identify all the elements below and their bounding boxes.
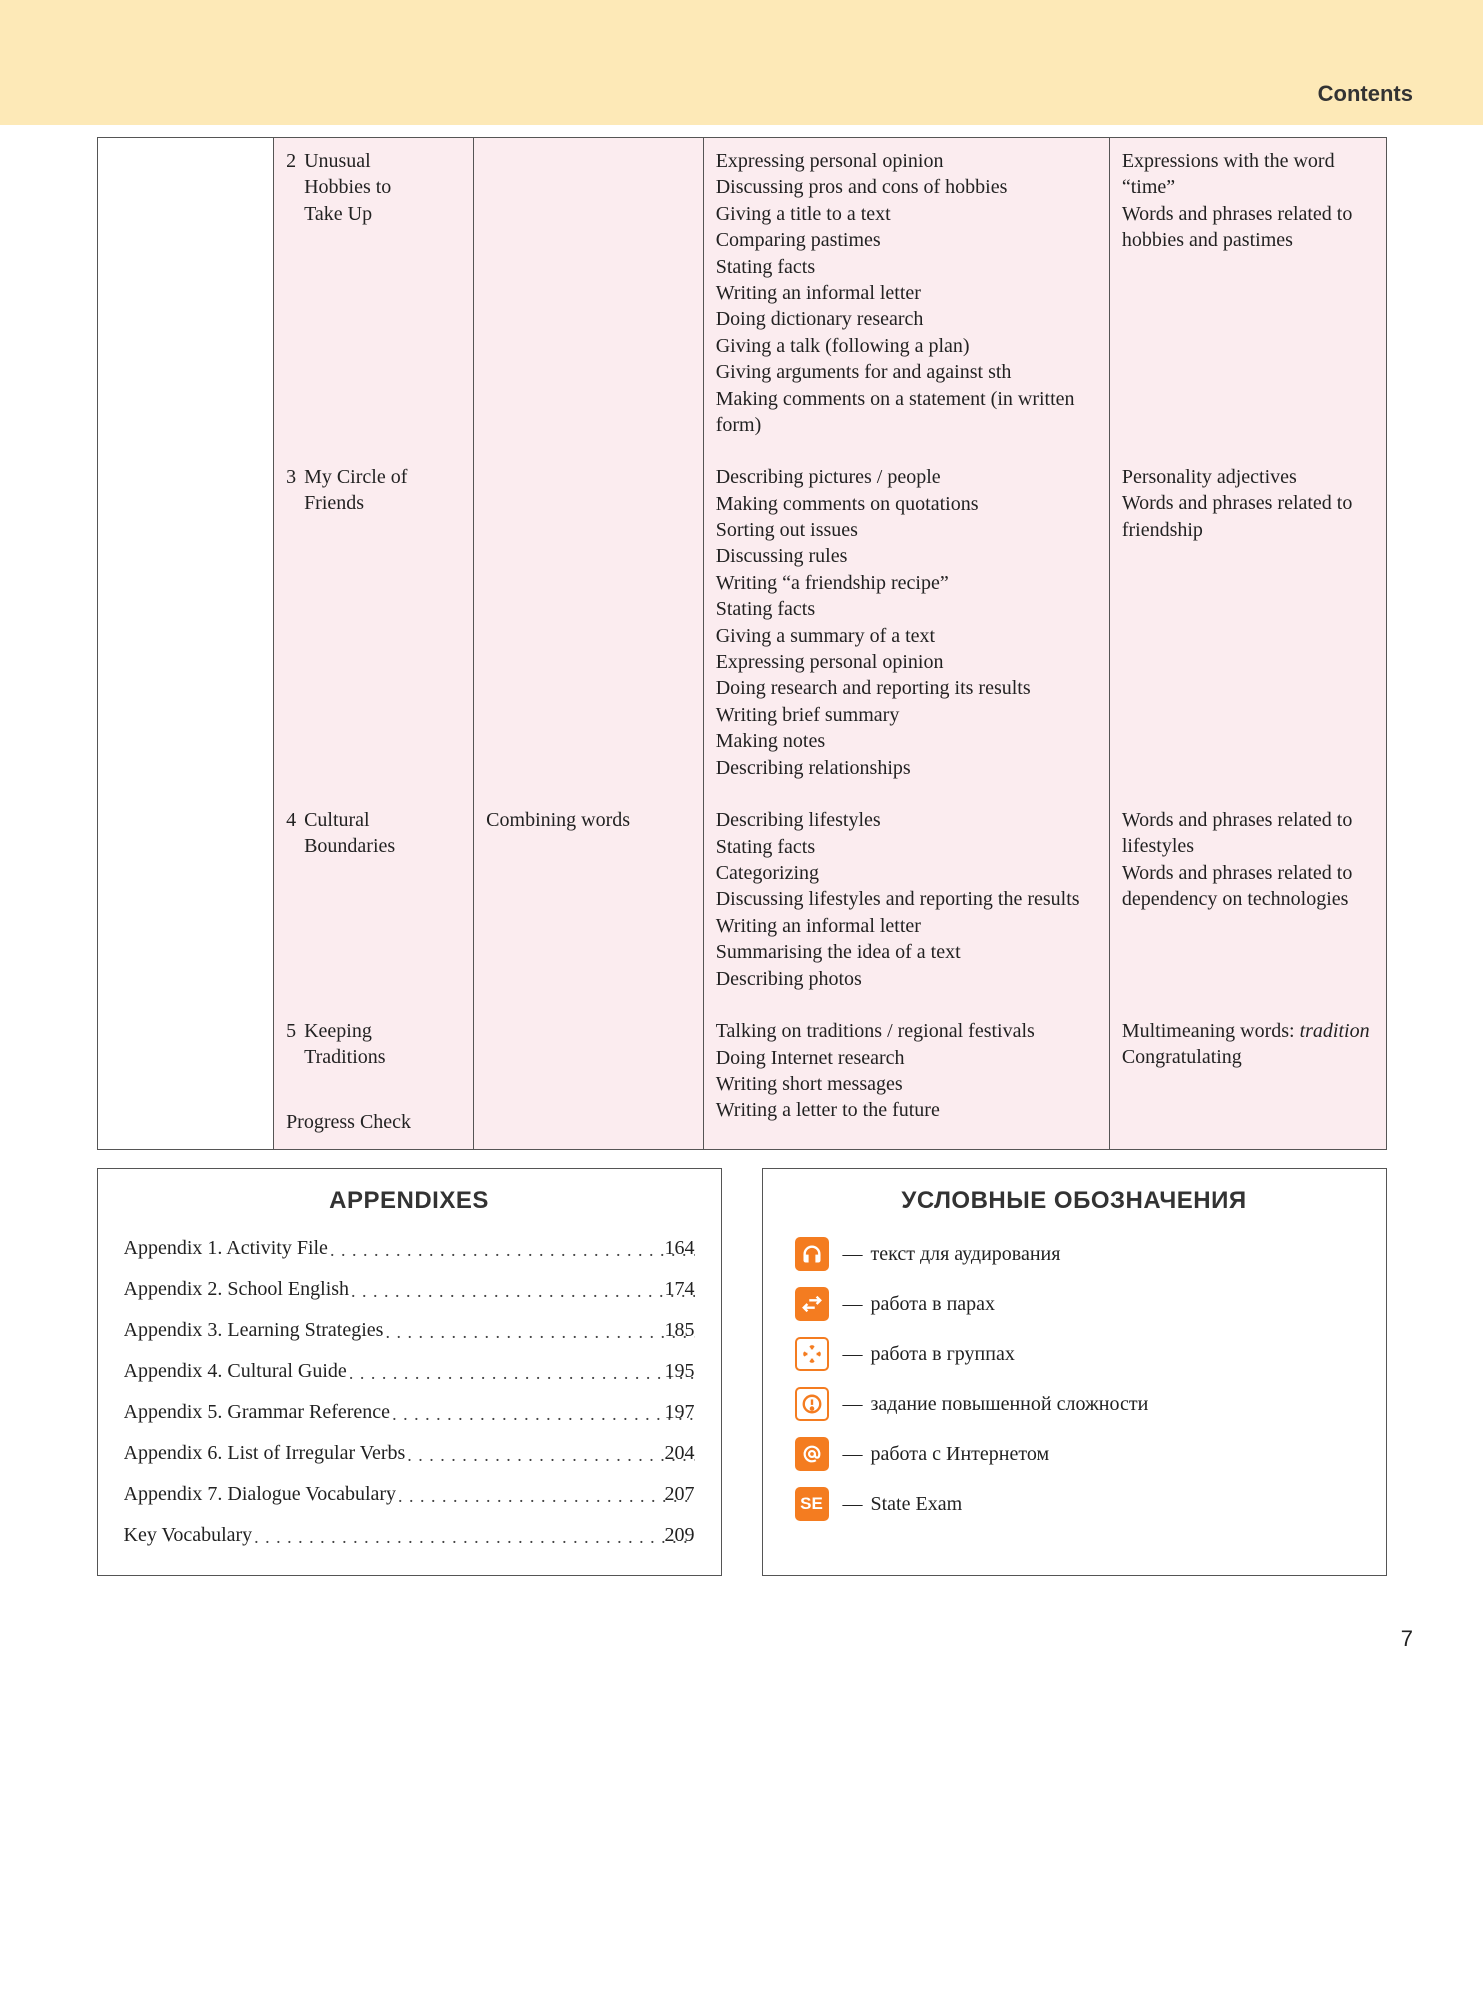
table-col3-grammar: Combining words <box>474 138 704 1150</box>
unit-skills-cell: Describing pictures / peopleMaking comme… <box>716 464 1097 781</box>
legend-dash: — <box>843 1493 863 1516</box>
header-band: Contents <box>0 0 1483 125</box>
legend-dash: — <box>843 1393 863 1416</box>
arrows-pair-icon <box>795 1287 829 1321</box>
arrows-group-icon <box>795 1337 829 1371</box>
appendixes-title: APPENDIXES <box>98 1169 721 1237</box>
unit-grammar-cell <box>486 1018 691 1135</box>
se-icon: SE <box>795 1487 829 1521</box>
legend-label: текст для аудирования <box>871 1243 1061 1266</box>
legend-row: SE — State Exam <box>795 1487 1360 1521</box>
unit-skills-cell: Describing lifestylesStating factsCatego… <box>716 807 1097 992</box>
unit-skills-cell: Expressing personal opinionDiscussing pr… <box>716 148 1097 438</box>
unit-title-cell: 2Unusual Hobbies to Take Up <box>286 148 461 438</box>
at-icon <box>795 1437 829 1471</box>
legend-dash: — <box>843 1343 863 1366</box>
legend-label: работа с Интернетом <box>871 1443 1050 1466</box>
unit-grammar-cell <box>486 148 691 438</box>
contents-table: 2Unusual Hobbies to Take Up 3My Circle of… <box>97 137 1387 1150</box>
legend-panel: УСЛОВНЫЕ ОБОЗНАЧЕНИЯ — текст для аудирова… <box>762 1168 1387 1576</box>
appendix-row: Key Vocabulary209 <box>124 1524 695 1547</box>
legend-list: — текст для аудирования — работа в парах — ра… <box>763 1237 1386 1549</box>
legend-row: — работа в группах <box>795 1337 1360 1371</box>
legend-row: — работа в парах <box>795 1287 1360 1321</box>
unit-grammar-cell <box>486 464 691 781</box>
table-col2-units: 2Unusual Hobbies to Take Up 3My Circle of… <box>274 138 474 1150</box>
exclaim-icon <box>795 1387 829 1421</box>
legend-label: задание повышенной сложности <box>871 1393 1149 1416</box>
legend-label: работа в группах <box>871 1343 1015 1366</box>
unit-title-cell: 5Keeping TraditionsProgress Check <box>286 1018 461 1135</box>
page-header-title: Contents <box>1318 81 1413 107</box>
appendixes-panel: APPENDIXES Appendix 1. Activity File164A… <box>97 1168 722 1576</box>
appendix-row: Appendix 1. Activity File164 <box>124 1237 695 1260</box>
appendix-row: Appendix 4. Cultural Guide195 <box>124 1360 695 1383</box>
legend-row: — задание повышенной сложности <box>795 1387 1360 1421</box>
table-col1 <box>97 138 274 1150</box>
legend-dash: — <box>843 1243 863 1266</box>
page-number: 7 <box>0 1576 1483 1682</box>
unit-vocab-cell: Words and phrases related to lifestylesW… <box>1122 807 1374 992</box>
appendix-row: Appendix 7. Dialogue Vocabulary207 <box>124 1483 695 1506</box>
unit-title-cell: 4Cultural Boundaries <box>286 807 461 992</box>
appendix-row: Appendix 3. Learning Strategies185 <box>124 1319 695 1342</box>
legend-row: — текст для аудирования <box>795 1237 1360 1271</box>
legend-title: УСЛОВНЫЕ ОБОЗНАЧЕНИЯ <box>763 1169 1386 1237</box>
table-col4-skills: Expressing personal opinionDiscussing pr… <box>703 138 1109 1150</box>
legend-row: — работа с Интернетом <box>795 1437 1360 1471</box>
unit-title-cell: 3My Circle of Friends <box>286 464 461 781</box>
unit-vocab-cell: Expressions with the word “time”Words an… <box>1122 148 1374 438</box>
unit-grammar-cell: Combining words <box>486 807 691 992</box>
appendix-list: Appendix 1. Activity File164 Appendix 2. … <box>98 1237 721 1575</box>
legend-dash: — <box>843 1293 863 1316</box>
unit-vocab-cell: Multimeaning words: traditionCongratulat… <box>1122 1018 1374 1135</box>
legend-label: работа в парах <box>871 1293 996 1316</box>
legend-label: State Exam <box>871 1493 963 1516</box>
unit-skills-cell: Talking on traditions / regional festiva… <box>716 1018 1097 1135</box>
appendix-row: Appendix 5. Grammar Reference197 <box>124 1401 695 1424</box>
appendix-row: Appendix 6. List of Irregular Verbs204 <box>124 1442 695 1465</box>
unit-vocab-cell: Personality adjectivesWords and phrases … <box>1122 464 1374 781</box>
table-col5-vocab: Expressions with the word “time”Words an… <box>1109 138 1386 1150</box>
legend-dash: — <box>843 1443 863 1466</box>
appendix-row: Appendix 2. School English174 <box>124 1278 695 1301</box>
headphones-icon <box>795 1237 829 1271</box>
